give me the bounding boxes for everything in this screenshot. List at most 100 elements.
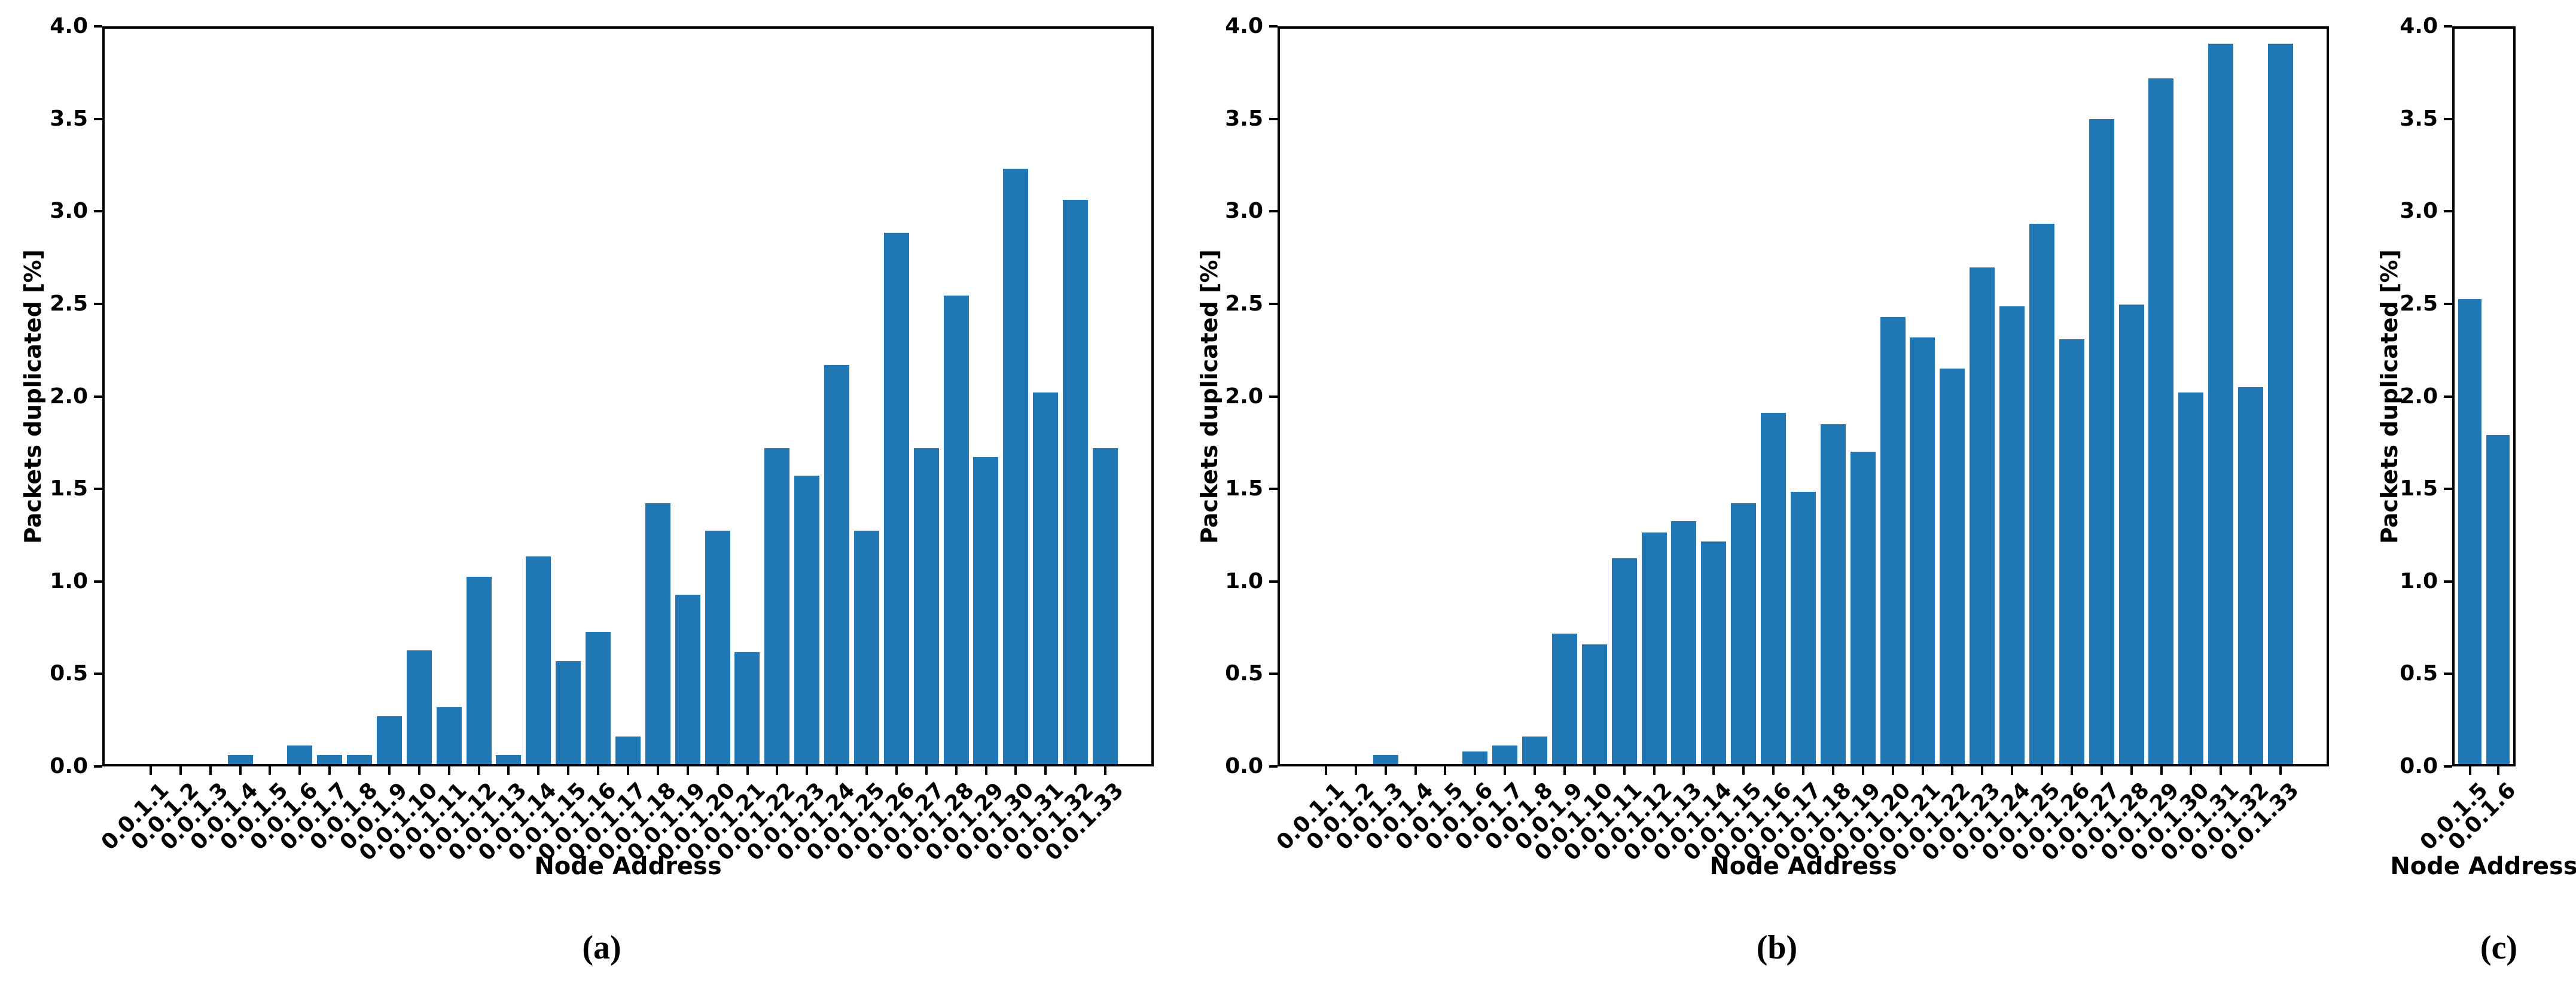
- x-tick-mark: [2190, 766, 2193, 775]
- x-tick-mark: [1981, 766, 1984, 775]
- bar-cell: [2176, 29, 2206, 764]
- x-tick-mark: [1623, 766, 1626, 775]
- bar-cell: [852, 29, 882, 764]
- bar-cell: [2456, 29, 2484, 764]
- bar-cell: [703, 29, 733, 764]
- bar-0.0.1.17: [1790, 492, 1816, 764]
- y-tick-mark: [94, 580, 102, 583]
- bar-cell: [166, 29, 196, 764]
- x-tick-mark: [2041, 766, 2044, 775]
- bar-0.0.1.31: [1033, 392, 1059, 764]
- bar-cell: [1848, 29, 1878, 764]
- bar-0.0.1.21: [734, 652, 760, 764]
- bar-0.0.1.5: [2458, 299, 2482, 764]
- x-tick-mark: [2468, 766, 2471, 775]
- plot-area-b: [1278, 26, 2329, 766]
- x-tick-mark: [269, 766, 272, 775]
- bar-0.0.1.24: [1999, 306, 2025, 764]
- y-tick-mark: [94, 25, 102, 28]
- bar-cell: [1580, 29, 1609, 764]
- x-tick-mark: [358, 766, 361, 775]
- y-tick-label: 1.5: [50, 476, 88, 501]
- bar-0.0.1.22: [1940, 369, 1965, 764]
- bar-cell: [2236, 29, 2266, 764]
- bar-cell: [1090, 29, 1120, 764]
- bar-cell: [2206, 29, 2236, 764]
- x-tick-mark: [1712, 766, 1715, 775]
- bar-cell: [1699, 29, 1728, 764]
- x-tick-mark: [447, 766, 450, 775]
- bar-0.0.1.20: [1880, 317, 1906, 764]
- y-tick-label: 0.0: [2400, 754, 2438, 778]
- bar-cell: [2057, 29, 2087, 764]
- bar-0.0.1.33: [1092, 448, 1118, 764]
- bar-0.0.1.13: [1671, 521, 1697, 764]
- x-tick-mark: [1861, 766, 1864, 775]
- x-tick-mark: [2160, 766, 2163, 775]
- bar-cell: [971, 29, 1001, 764]
- x-tick-mark: [627, 766, 629, 775]
- x-tick-mark: [2496, 766, 2499, 775]
- x-tick-mark: [1682, 766, 1685, 775]
- bar-0.0.1.10: [406, 650, 432, 764]
- x-tick-mark: [1772, 766, 1775, 775]
- x-axis-label-c: Node Address: [2390, 853, 2576, 880]
- bar-0.0.1.25: [2029, 223, 2054, 764]
- y-tick-label: 4.0: [2400, 14, 2438, 38]
- bar-cell: [2087, 29, 2117, 764]
- x-tick-mark: [1742, 766, 1745, 775]
- x-tick-mark: [239, 766, 242, 775]
- y-tick-mark: [2444, 673, 2452, 675]
- x-tick-mark: [895, 766, 898, 775]
- bar-cell: [2117, 29, 2147, 764]
- x-tick-mark: [179, 766, 182, 775]
- x-tick-mark: [298, 766, 301, 775]
- bar-cell: [553, 29, 583, 764]
- bar-0.0.1.30: [2178, 392, 2204, 764]
- bar-0.0.1.29: [973, 457, 999, 764]
- bar-0.0.1.21: [1910, 337, 1935, 764]
- y-tick-label: 2.5: [50, 291, 88, 316]
- bar-cell: [494, 29, 524, 764]
- y-tick-mark: [1269, 765, 1278, 768]
- x-tick-mark: [776, 766, 779, 775]
- bar-0.0.1.14: [526, 556, 551, 764]
- bar-cell: [225, 29, 255, 764]
- x-tick-mark: [925, 766, 928, 775]
- x-tick-mark: [1504, 766, 1507, 775]
- x-tick-mark: [149, 766, 152, 775]
- bar-cell: [1937, 29, 1967, 764]
- y-tick-label: 2.0: [1225, 384, 1263, 409]
- bar-0.0.1.30: [1003, 168, 1029, 764]
- bar-cell: [643, 29, 673, 764]
- bar-cell: [1878, 29, 1908, 764]
- x-tick-mark: [2011, 766, 2014, 775]
- bar-0.0.1.32: [1063, 199, 1088, 764]
- bar-cell: [315, 29, 345, 764]
- x-tick-mark: [1802, 766, 1804, 775]
- bar-0.0.1.6: [287, 746, 313, 764]
- bar-cell: [374, 29, 404, 764]
- x-tick-mark: [1044, 766, 1047, 775]
- y-tick-label: 4.0: [50, 14, 88, 38]
- y-tick-mark: [1269, 488, 1278, 491]
- bar-0.0.1.7: [317, 754, 343, 764]
- bar-cell: [613, 29, 643, 764]
- y-tick-label: 0.5: [50, 661, 88, 686]
- bar-cell: [464, 29, 494, 764]
- y-tick-mark: [1269, 210, 1278, 213]
- y-tick-mark: [2444, 488, 2452, 491]
- x-tick-mark: [1653, 766, 1656, 775]
- bar-cell: [1758, 29, 1788, 764]
- bar-cell: [822, 29, 852, 764]
- bar-cell: [1060, 29, 1090, 764]
- y-tick-mark: [1269, 580, 1278, 583]
- y-tick-mark: [2444, 395, 2452, 398]
- bar-cell: [1311, 29, 1341, 764]
- bar-cell: [762, 29, 792, 764]
- y-tick-mark: [94, 673, 102, 675]
- x-axis-label-a: Node Address: [534, 853, 722, 880]
- x-tick-mark: [1014, 766, 1017, 775]
- y-tick-label: 3.5: [1225, 106, 1263, 131]
